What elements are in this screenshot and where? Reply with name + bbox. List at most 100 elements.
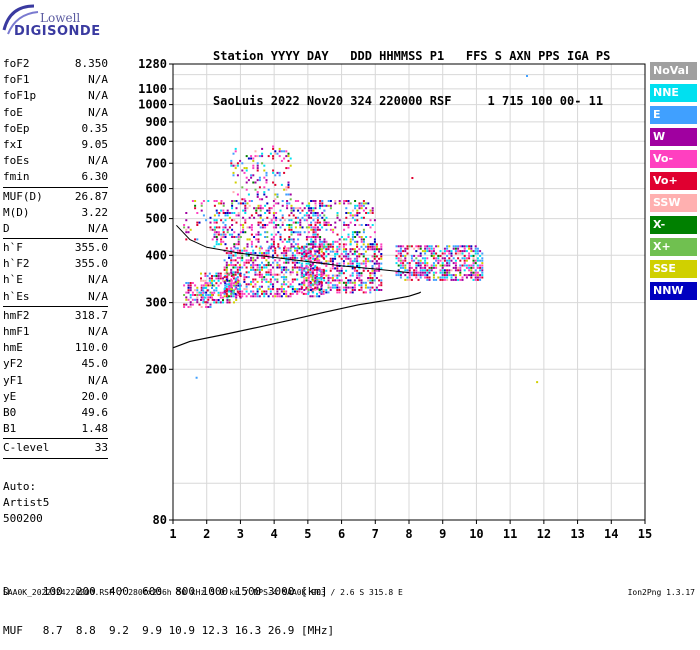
echo-point (375, 243, 378, 246)
echo-point (285, 278, 288, 281)
echo-point (314, 207, 317, 210)
echo-point (411, 177, 414, 179)
echo-point (241, 266, 244, 269)
echo-point (194, 238, 197, 241)
echo-point (334, 257, 337, 260)
echo-point (443, 247, 446, 250)
echo-point (261, 162, 264, 165)
echo-point (338, 202, 341, 205)
echo-point (204, 296, 207, 299)
echo-point (353, 281, 356, 284)
echo-point (310, 207, 313, 210)
echo-point (320, 285, 323, 288)
echo-point (231, 224, 234, 226)
echo-point (211, 284, 214, 287)
echo-point (334, 274, 337, 277)
echo-point (283, 188, 286, 191)
echo-point (426, 257, 429, 260)
echo-point (217, 214, 220, 217)
echo-point (234, 181, 237, 184)
echo-point (255, 207, 258, 210)
echo-point (426, 278, 429, 281)
param-value: 26.87 (74, 189, 108, 203)
echo-point (314, 214, 317, 217)
echo-point (441, 252, 444, 255)
echo-point (266, 216, 269, 219)
echo-point (435, 264, 438, 267)
param-name: h`F2 (3, 257, 30, 271)
echo-point (191, 282, 194, 284)
echo-point (351, 260, 354, 263)
echo-point (318, 278, 321, 281)
param-value: N/A (88, 289, 108, 303)
echo-point (277, 243, 280, 246)
echo-point (276, 261, 279, 264)
echo-point (255, 233, 258, 236)
echo-point (261, 268, 263, 271)
echo-point (290, 243, 293, 246)
echo-point (432, 257, 435, 260)
echo-point (189, 296, 192, 299)
echo-point (303, 277, 306, 279)
echo-point (226, 299, 229, 301)
echo-point (351, 272, 354, 275)
param-name: foF2 (3, 57, 30, 70)
secondary-profile-curve (176, 224, 410, 274)
echo-point (320, 291, 323, 294)
echo-point (410, 257, 413, 260)
echo-point (457, 257, 460, 260)
echo-point (200, 202, 203, 205)
echo-point (312, 233, 315, 236)
echo-point (239, 266, 241, 269)
echo-point (252, 259, 255, 262)
echo-point (417, 264, 420, 267)
echo-point (327, 277, 330, 279)
echo-point (318, 228, 321, 231)
echo-point (257, 233, 260, 236)
echo-point (432, 266, 435, 269)
echo-point (244, 231, 247, 234)
echo-point (261, 247, 263, 250)
echo-point (316, 255, 319, 258)
echo-point (404, 259, 407, 262)
echo-point (305, 245, 308, 248)
echo-point (303, 281, 306, 284)
echo-point (312, 209, 315, 212)
echo-point (421, 262, 424, 265)
echo-point (294, 256, 296, 259)
echo-point (226, 289, 229, 292)
echo-point (369, 260, 372, 263)
echo-point (327, 279, 330, 282)
echo-point (428, 247, 431, 250)
echo-point (261, 224, 264, 226)
echo-point (399, 254, 402, 257)
echo-point (224, 224, 227, 226)
echo-point (313, 283, 316, 286)
echo-point (371, 212, 374, 214)
echo-point (241, 256, 244, 259)
echo-point (356, 265, 359, 267)
echo-point (334, 284, 337, 287)
echo-point (345, 281, 348, 284)
echo-point (265, 280, 268, 283)
echo-point (351, 281, 354, 284)
echo-point (340, 267, 343, 270)
echo-point (303, 284, 306, 287)
echo-point (267, 273, 270, 276)
echo-point (272, 181, 275, 184)
param-name: foEp (3, 121, 30, 135)
echo-point (232, 290, 235, 293)
echo-point (245, 288, 248, 291)
echo-point (303, 214, 306, 217)
echo-point (360, 272, 363, 275)
param-name: B0 (3, 405, 17, 419)
echo-point (349, 279, 352, 282)
echo-point (267, 271, 270, 274)
echo-point (369, 219, 372, 222)
echo-point (316, 250, 319, 253)
echo-point (421, 274, 424, 277)
echo-point (250, 174, 253, 177)
echo-point (286, 224, 289, 226)
echo-point (245, 295, 248, 298)
echo-point (336, 277, 339, 279)
